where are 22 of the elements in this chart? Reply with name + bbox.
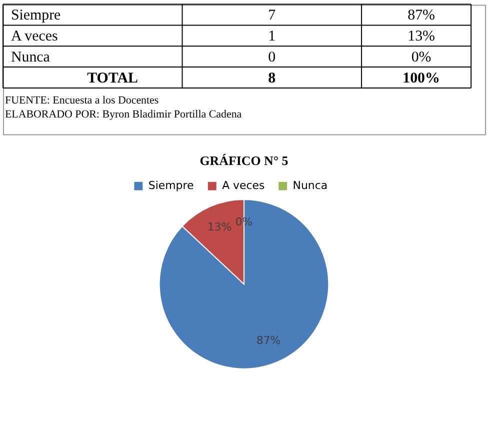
text: 0% (235, 215, 253, 228)
text: 87% (408, 8, 435, 24)
text: 0% (411, 50, 432, 66)
pie-slice (158, 199, 330, 370)
data-label: 13% (207, 220, 232, 234)
text: A veces (10, 28, 58, 45)
text: ELABORADO POR: Byron Bladimir Portilla Cadena (4, 108, 242, 120)
data-label: 87% (256, 334, 281, 347)
text: 1 (268, 28, 276, 45)
text: Nunca (10, 50, 50, 66)
text: 7 (268, 8, 276, 24)
text: 100% (402, 70, 440, 86)
chart-title: GRÁFICO N° 5 (200, 153, 288, 168)
text: Siempre (10, 8, 62, 24)
source-note: FUENTE: Encuesta a los Docentes (4, 94, 159, 106)
text: 8 (268, 70, 276, 86)
legend-label: Siempre (148, 179, 194, 192)
legend-label: A veces (222, 179, 265, 192)
legend-label: Nunca (292, 179, 328, 192)
text: 0 (268, 50, 276, 66)
text: 13% (408, 28, 435, 45)
text: TOTAL (87, 70, 138, 86)
